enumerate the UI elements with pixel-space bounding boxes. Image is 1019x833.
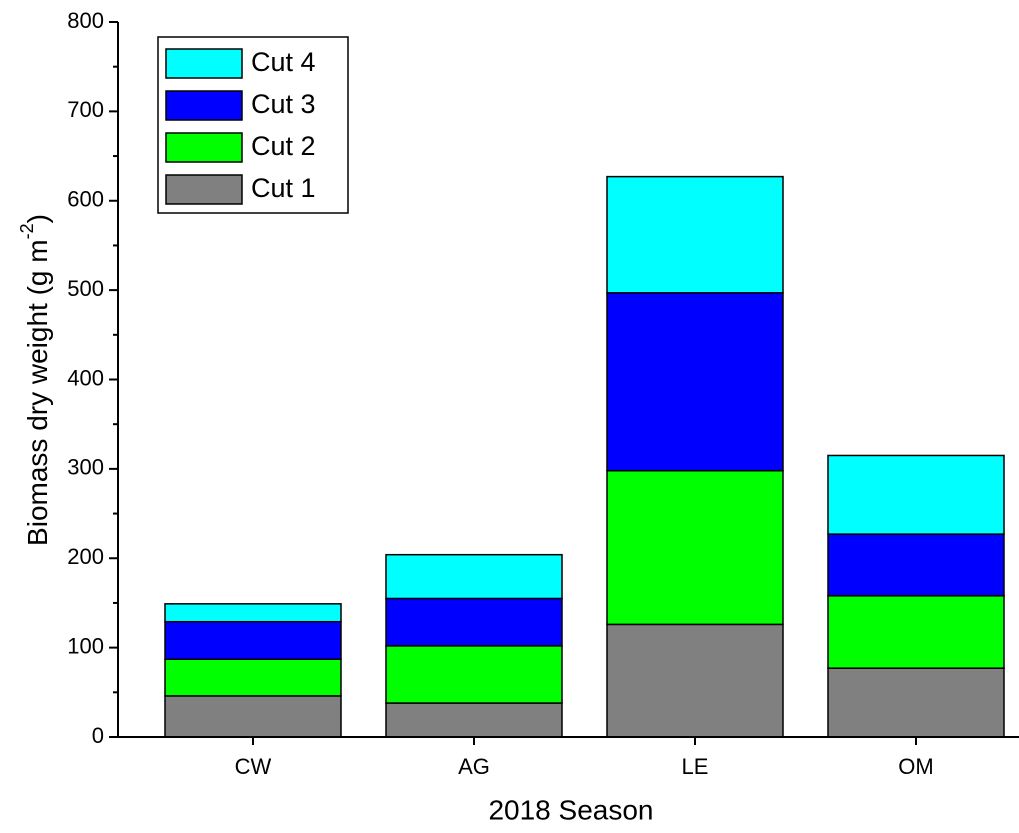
y-tick-label: 300 <box>67 455 104 480</box>
bar-segment <box>827 667 1005 738</box>
legend-swatch <box>165 132 243 163</box>
bar-segment <box>385 702 563 738</box>
bar-segment <box>164 603 342 623</box>
x-axis-title: 2018 Season <box>488 794 653 825</box>
y-axis-title: Biomass dry weight (g m-2) <box>17 214 54 546</box>
y-axis-title-close: ) <box>22 214 53 223</box>
y-tick-label: 100 <box>67 633 104 658</box>
legend-label: Cut 2 <box>251 131 316 161</box>
bar-segment <box>385 597 563 647</box>
legend-swatch <box>165 90 243 121</box>
bar-segment <box>164 620 342 660</box>
x-tick-label: LE <box>682 754 709 779</box>
bar-segment <box>164 695 342 738</box>
y-tick-label: 700 <box>67 97 104 122</box>
legend-label: Cut 4 <box>251 47 316 77</box>
legend-label: Cut 3 <box>251 89 316 119</box>
y-axis-title-text: Biomass dry weight (g m <box>22 239 53 546</box>
legend-label: Cut 1 <box>251 173 316 203</box>
bar-segment <box>827 595 1005 669</box>
legend-swatch <box>165 174 243 205</box>
bar-segment <box>385 553 563 600</box>
y-tick-label: 200 <box>67 544 104 569</box>
bar-segment <box>385 645 563 704</box>
bar-segment <box>164 658 342 697</box>
y-tick-label: 400 <box>67 365 104 390</box>
bar-segment <box>606 469 784 626</box>
y-tick-label: 600 <box>67 187 104 212</box>
y-tick-label: 800 <box>67 8 104 33</box>
x-tick-label: OM <box>898 754 933 779</box>
legend-swatch <box>165 48 243 79</box>
x-tick-label: AG <box>458 754 490 779</box>
bar-segment <box>606 175 784 294</box>
bar-segment <box>606 623 784 738</box>
x-tick-label: CW <box>235 754 272 779</box>
bar-segment <box>827 454 1005 535</box>
y-axis-title-sup: -2 <box>17 223 37 239</box>
bar-segment <box>827 533 1005 597</box>
y-tick-label: 0 <box>92 723 104 748</box>
y-tick-label: 500 <box>67 276 104 301</box>
bar-segment <box>606 292 784 472</box>
